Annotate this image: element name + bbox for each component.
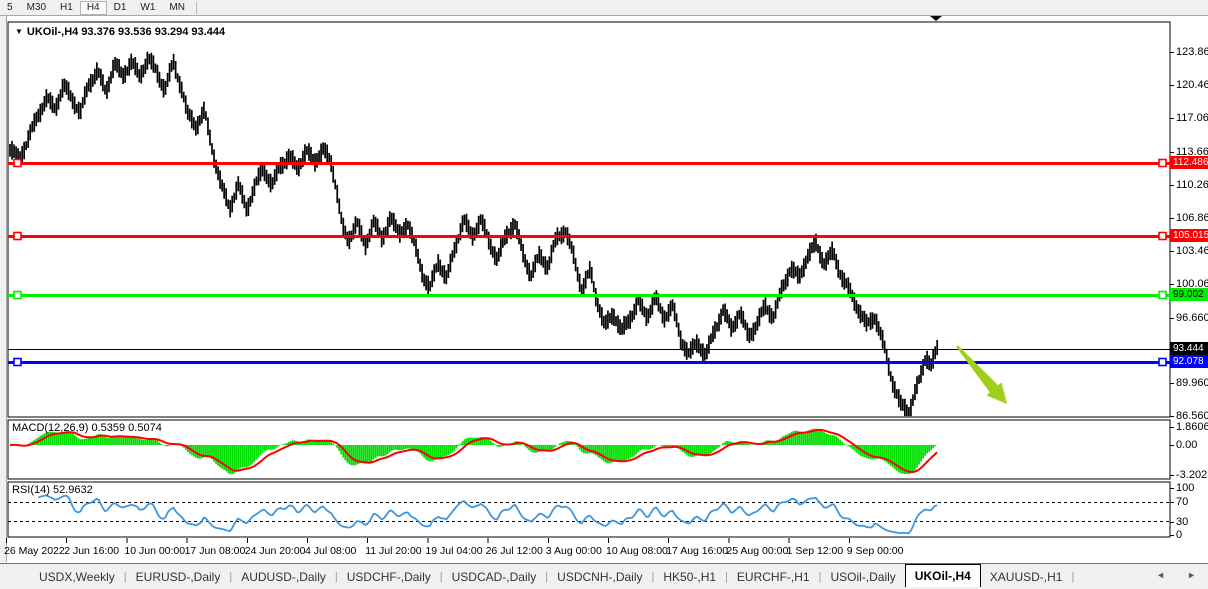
- macd-axis-label: -3.2023: [1176, 469, 1208, 481]
- chart-tab-usoil-daily[interactable]: USOil-,Daily: [830, 569, 896, 584]
- chart-tab-xauusd-h1[interactable]: XAUUSD-,H1: [989, 569, 1063, 584]
- price-tag: 99.002: [1170, 288, 1208, 301]
- rsi-panel-frame: [7, 481, 1171, 538]
- price-axis-label: 123.860: [1176, 46, 1208, 58]
- date-axis-label: 1 Sep 12:00: [786, 545, 844, 557]
- date-axis-label: 3 Aug 00:00: [545, 545, 602, 557]
- chart-title: ▼ UKOil-,H4 93.376 93.536 93.294 93.444: [15, 26, 225, 38]
- macd-indicator-label: MACD(12,26,9) 0.5359 0.5074: [12, 422, 162, 434]
- price-tag: 105.015: [1170, 229, 1208, 242]
- price-axis-label: 113.660: [1176, 146, 1208, 158]
- macd-axis-label: 0.00: [1176, 439, 1198, 451]
- timeframe-button-m30[interactable]: M30: [26, 1, 47, 13]
- price-axis-label: 106.860: [1176, 212, 1208, 224]
- tab-separator: |: [439, 570, 443, 583]
- chart-tab-eurchf-h1[interactable]: EURCHF-,H1: [736, 569, 810, 584]
- line-anchor-square[interactable]: [1158, 357, 1167, 367]
- price-axis-label: 120.460: [1176, 79, 1208, 91]
- timeframe-toolbar: 5 M30 H1 H4 D1 W1 MN: [0, 0, 1208, 16]
- price-axis-label: 96.660: [1176, 312, 1208, 324]
- trend-arrow-head[interactable]: [986, 382, 1007, 404]
- chart-title-text: UKOil-,H4 93.376 93.536 93.294 93.444: [26, 26, 226, 38]
- macd-axis-label: 1.8606: [1176, 421, 1208, 433]
- price-axis-label: 89.960: [1176, 377, 1208, 389]
- rsi-axis-label: 30: [1176, 516, 1189, 528]
- line-anchor-square[interactable]: [1158, 290, 1167, 300]
- rsi-line: [37, 494, 938, 535]
- date-axis-label: 25 Aug 00:00: [726, 545, 789, 557]
- price-bars: [9, 51, 939, 417]
- price-axis-label: 86.560: [1176, 410, 1208, 422]
- price-axis-label: 103.460: [1176, 245, 1208, 257]
- chart-tab-hk50-h1[interactable]: HK50-,H1: [663, 569, 717, 584]
- timeframe-button-h1[interactable]: H1: [60, 1, 73, 13]
- tab-scroll-left-icon[interactable]: ◄: [1156, 570, 1166, 580]
- chart-tab-usdx-weekly[interactable]: USDX,Weekly: [39, 569, 115, 584]
- macd-histogram: [11, 428, 939, 475]
- line-anchor-square[interactable]: [13, 290, 22, 300]
- rsi-axis-label: 0: [1176, 529, 1183, 541]
- price-axis-label: 117.060: [1176, 112, 1208, 124]
- tab-separator: |: [545, 570, 549, 583]
- tab-scroll-right-icon[interactable]: ►: [1187, 570, 1196, 580]
- timeframe-button-d1[interactable]: D1: [113, 1, 127, 13]
- macd-panel-frame: [7, 419, 1171, 480]
- window-left-border: [0, 16, 7, 562]
- timeframe-button-5[interactable]: 5: [7, 1, 13, 13]
- tab-scroll-controls: ◄ ►: [1156, 570, 1196, 580]
- line-anchor-square[interactable]: [13, 158, 22, 168]
- date-axis-label: 9 Sep 00:00: [846, 545, 904, 557]
- toolbar-separator: [195, 1, 197, 14]
- line-anchor-square[interactable]: [13, 231, 22, 241]
- date-axis-label: 10 Aug 08:00: [606, 545, 668, 557]
- line-anchor-square[interactable]: [1158, 231, 1167, 241]
- timeframe-button-w1[interactable]: W1: [140, 1, 156, 13]
- chart-tab-usdcnh-daily[interactable]: USDCNH-,Daily: [557, 569, 643, 584]
- tab-separator: |: [1071, 570, 1075, 583]
- price-axis-label: 100.060: [1176, 278, 1208, 290]
- chart-tab-eurusd-daily[interactable]: EURUSD-,Daily: [135, 569, 221, 584]
- date-axis-label: 17 Aug 16:00: [666, 545, 729, 557]
- tab-separator: |: [818, 570, 822, 583]
- chart-tab-ukoil-h4[interactable]: UKOil-,H4: [904, 564, 981, 587]
- date-axis-label: 24 Jun 20:00: [244, 545, 306, 557]
- macd-signal-line: [10, 428, 938, 473]
- price-tag: 112.486: [1170, 156, 1208, 169]
- price-tag: 93.444: [1170, 342, 1208, 355]
- date-axis-label: 4 Jul 08:00: [305, 545, 357, 557]
- rsi-axis-label: 70: [1176, 496, 1189, 508]
- timeframe-button-h4[interactable]: H4: [79, 0, 107, 15]
- date-axis-label: 26 Jul 12:00: [485, 545, 543, 557]
- tab-separator: |: [229, 570, 233, 583]
- chart-tab-audusd-daily[interactable]: AUDUSD-,Daily: [241, 569, 326, 584]
- price-tag: 92.078: [1170, 355, 1208, 368]
- date-axis-label: 2 Jun 16:00: [64, 545, 120, 557]
- date-axis-label: 11 Jul 20:00: [365, 545, 422, 557]
- line-anchor-square[interactable]: [13, 357, 22, 367]
- tab-separator: |: [651, 570, 655, 583]
- tab-separator: |: [334, 570, 338, 583]
- line-anchor-square[interactable]: [1158, 158, 1167, 168]
- date-axis-label: 17 Jun 08:00: [184, 545, 246, 557]
- chart-tab-usdcad-daily[interactable]: USDCAD-,Daily: [451, 569, 537, 584]
- rsi-indicator-label: RSI(14) 52.9632: [12, 484, 93, 496]
- main-panel-frame: [7, 21, 1171, 418]
- symbol-dropdown-icon[interactable]: ▼: [15, 27, 23, 36]
- price-axis-label: 110.260: [1176, 179, 1208, 191]
- date-axis-label: 19 Jul 04:00: [425, 545, 483, 557]
- chart-tab-bar: USDX,Weekly | EURUSD-,Daily | AUDUSD-,Daily |…: [0, 563, 1208, 589]
- tab-separator: |: [725, 570, 728, 583]
- timeframe-button-mn[interactable]: MN: [169, 1, 185, 13]
- trend-arrow-annotation[interactable]: [956, 345, 999, 393]
- date-axis-label: 10 Jun 00:00: [124, 545, 186, 557]
- rsi-axis-label: 100: [1176, 482, 1195, 494]
- tab-separator: |: [123, 570, 127, 583]
- date-axis-label: 26 May 2022: [4, 545, 65, 557]
- chart-tab-usdchf-daily[interactable]: USDCHF-,Daily: [346, 569, 431, 584]
- chart-shift-marker-icon[interactable]: [930, 16, 942, 21]
